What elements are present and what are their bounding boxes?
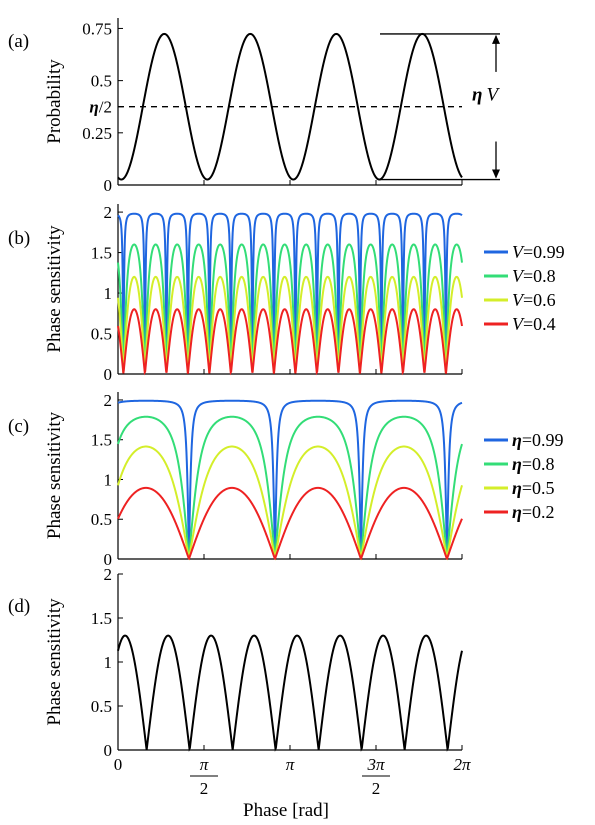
panel-d-label: (d) (8, 596, 30, 617)
x-tick-label: π (286, 755, 295, 774)
y-tick-label: 0.5 (91, 510, 112, 529)
legend-label: V=0.6 (512, 290, 556, 310)
y-tick-label: 1.5 (91, 244, 112, 263)
panel-c-plot: 0 0.5 1 1.5 2 Phase sensitivity η=0.99 η=0.8 η=0… (44, 391, 564, 569)
series-line (117, 308, 463, 376)
y-tick-label: 0 (104, 741, 113, 760)
panel-b: (b) 0 0.5 1 1.5 2 Phase sensitivity V=0.99 V=0.… (8, 203, 565, 384)
series-line (117, 486, 463, 561)
y-tick-label: 0.5 (91, 72, 112, 91)
panel-b-label: (b) (8, 228, 30, 249)
legend-label: η=0.8 (512, 454, 555, 474)
panel-c: (c) 0 0.5 1 1.5 2 Phase sensitivity η=0.99 η=0.… (8, 391, 564, 569)
legend-label: η=0.99 (512, 430, 564, 450)
y-tick-label: 0.5 (91, 325, 112, 344)
x-axis-label: Phase [rad] (243, 800, 329, 821)
y-tick-label: 0 (104, 176, 113, 195)
panel-a-plot: 0 0.25 η/2 0.5 0.75 Probability η V (44, 18, 500, 195)
series-line (117, 445, 463, 561)
y-tick-label: 1 (104, 653, 113, 672)
legend-label: V=0.8 (512, 266, 556, 286)
y-tick-label: 1 (104, 284, 113, 303)
panel-b-plot: 0 0.5 1 1.5 2 Phase sensitivity V=0.99 V=0.8 V=0… (44, 203, 565, 384)
annotation-arrowhead-down (492, 169, 500, 179)
x-tick-label-den: 2 (372, 779, 381, 798)
y-axis-label: Phase sensitivity (44, 598, 65, 726)
series-line (117, 275, 463, 374)
series-line (117, 243, 463, 374)
legend-label: η=0.2 (512, 502, 555, 522)
panel-a: (a) 0 0.25 η/2 0.5 0.75 Probability η V (8, 18, 500, 195)
series-line (117, 32, 463, 181)
series-line (117, 634, 463, 752)
y-tick-label: 2 (104, 203, 113, 222)
x-tick-label-num: π (200, 755, 209, 774)
y-axis-label: Probability (44, 59, 65, 144)
panel-c-label: (c) (8, 416, 29, 437)
x-tick-label-den: 2 (200, 779, 209, 798)
series-line (117, 399, 463, 551)
y-tick-label: 0.5 (91, 697, 112, 716)
y-tick-label: η/2 (89, 98, 112, 117)
y-tick-label: 0.75 (82, 19, 112, 38)
x-tick-label: 2π (453, 755, 471, 774)
legend-label: V=0.99 (512, 242, 565, 262)
series-line (117, 212, 463, 370)
series-line (117, 415, 463, 558)
panel-a-label: (a) (8, 31, 29, 52)
y-tick-label: 0.25 (82, 124, 112, 143)
y-tick-label: 1.5 (91, 431, 112, 450)
y-tick-label: 0 (104, 550, 113, 569)
y-tick-label: 1.5 (91, 609, 112, 628)
y-tick-label: 2 (104, 391, 113, 410)
y-tick-label: 1 (104, 470, 113, 489)
y-axis-label: Phase sensitivity (44, 225, 65, 353)
legend-label: η=0.5 (512, 478, 555, 498)
legend-label: V=0.4 (512, 314, 556, 334)
y-tick-label: 2 (104, 565, 113, 584)
annotation-arrowhead-up (492, 34, 500, 44)
y-tick-label: 0 (104, 365, 113, 384)
x-tick-label-num: 3π (366, 755, 385, 774)
y-axis-label: Phase sensitivity (44, 411, 65, 539)
x-tick-label: 0 (114, 755, 123, 774)
